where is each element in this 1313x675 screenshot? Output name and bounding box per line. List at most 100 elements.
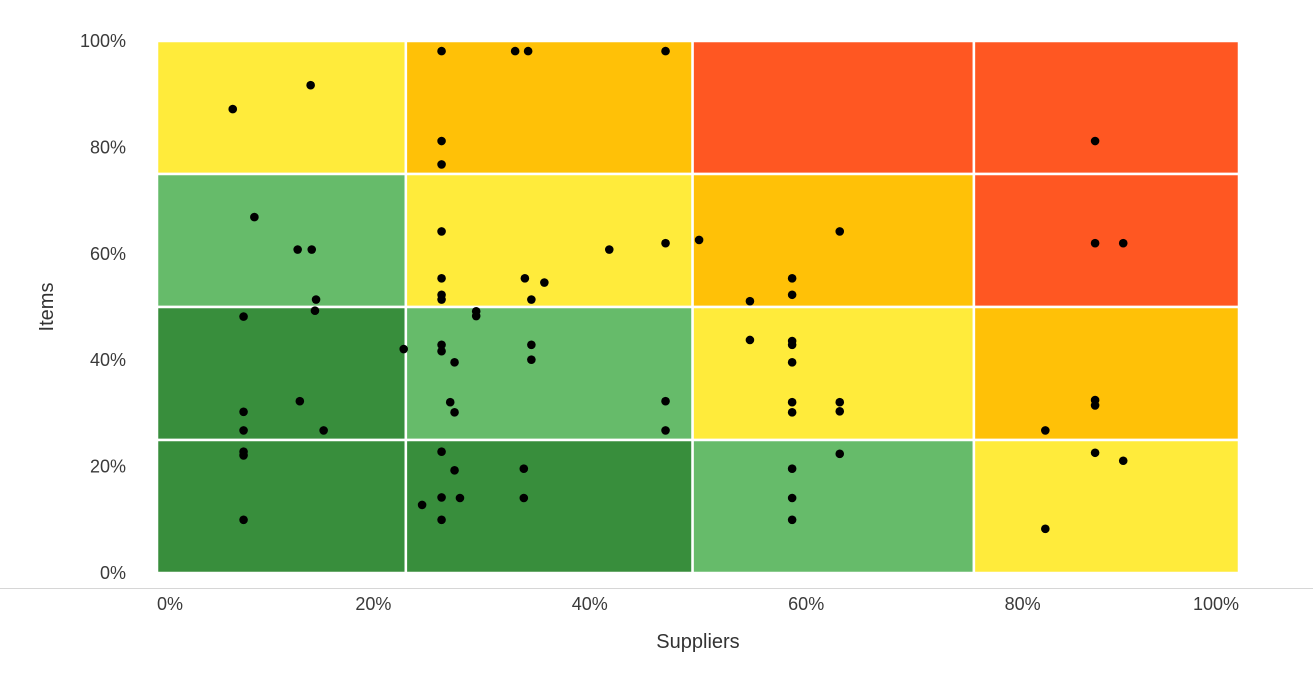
data-point (293, 245, 302, 254)
data-point (306, 80, 315, 90)
data-point (445, 397, 455, 407)
data-point (519, 493, 529, 503)
data-point (787, 408, 797, 417)
zone-r4-c2 (404, 438, 694, 575)
x-tick-label: 100% (1193, 594, 1239, 614)
data-point (745, 296, 755, 306)
y-tick-label: 20% (90, 457, 126, 477)
data-point (835, 397, 845, 407)
zone-r1-c3 (691, 39, 976, 176)
zone-r3-c2 (404, 305, 694, 442)
zone-r1-c1 (155, 39, 408, 176)
data-point (787, 273, 797, 283)
zone-r3-c1 (155, 305, 408, 442)
data-point (239, 451, 248, 460)
data-point (437, 160, 446, 169)
data-point (450, 408, 459, 417)
data-point (661, 426, 670, 435)
y-tick-label: 60% (90, 244, 126, 264)
data-point (835, 227, 845, 236)
y-tick-label: 40% (90, 350, 126, 370)
zone-r4-c4 (972, 438, 1241, 575)
data-points (228, 46, 1128, 534)
data-point (661, 238, 670, 248)
data-point (787, 397, 797, 407)
data-point (527, 295, 536, 304)
data-point (455, 493, 465, 503)
data-point (787, 340, 797, 350)
zone-r2-c4 (972, 172, 1241, 309)
zone-r4-c1 (155, 438, 408, 575)
data-point (239, 312, 248, 321)
data-point (540, 278, 549, 287)
data-point (228, 104, 238, 114)
data-point (295, 396, 305, 406)
y-tick-label: 80% (90, 137, 126, 157)
data-point (787, 515, 797, 525)
data-point (1041, 426, 1050, 435)
zone-r2-c3 (691, 172, 976, 309)
zone-r4-c3 (691, 438, 976, 575)
data-point (1090, 238, 1100, 248)
data-point (437, 227, 446, 236)
data-point (1118, 456, 1128, 466)
zone-r2-c1 (155, 172, 408, 309)
x-tick-label: 40% (572, 594, 608, 614)
data-point (239, 407, 248, 417)
zone-r3-c4 (972, 305, 1241, 442)
x-tick-label: 60% (788, 594, 824, 614)
data-point (319, 426, 328, 435)
axis-ticks: 0% 20% 40% 60% 80% 100% 0% 20% 40% 60% 80% 100% (80, 31, 1239, 614)
data-point (661, 396, 670, 406)
data-point (250, 212, 259, 222)
data-point (437, 493, 446, 502)
data-point (527, 340, 536, 350)
zone-r2-c2 (404, 172, 694, 309)
data-point (745, 335, 755, 345)
data-point (510, 46, 520, 56)
y-axis-title: Items (36, 283, 58, 332)
data-point (787, 290, 797, 300)
data-point (835, 406, 845, 416)
data-point (437, 515, 446, 525)
data-point (835, 449, 845, 459)
data-point (527, 355, 536, 364)
data-point (311, 295, 321, 304)
data-point (417, 500, 427, 510)
data-point (310, 306, 320, 316)
data-point (520, 273, 530, 283)
zone-r1-c4 (972, 39, 1241, 176)
data-point (523, 46, 533, 56)
data-point (437, 346, 446, 356)
data-point (661, 46, 670, 56)
data-point (694, 235, 704, 245)
data-point (1090, 401, 1100, 410)
data-point (1118, 238, 1128, 248)
data-point (1041, 524, 1050, 534)
x-tick-label: 20% (355, 594, 391, 614)
y-tick-label: 100% (80, 31, 126, 51)
data-point (450, 358, 459, 367)
data-point (787, 358, 797, 367)
y-tick-label: 0% (100, 563, 126, 583)
data-point (519, 464, 529, 474)
data-point (1090, 136, 1100, 146)
data-point (239, 515, 248, 525)
data-point (787, 493, 797, 503)
x-axis-title: Suppliers (656, 631, 739, 653)
zone-r1-c2 (404, 39, 694, 176)
data-point (471, 311, 481, 321)
risk-zone-grid (155, 39, 1241, 575)
data-point (1090, 448, 1100, 458)
data-point (604, 245, 614, 254)
x-tick-label: 0% (157, 594, 183, 614)
data-point (450, 466, 459, 475)
data-point (307, 245, 317, 254)
data-point (437, 295, 446, 304)
data-point (437, 447, 446, 457)
data-point (437, 136, 446, 146)
data-point (437, 46, 446, 56)
data-point (437, 340, 446, 350)
data-point (787, 464, 797, 474)
